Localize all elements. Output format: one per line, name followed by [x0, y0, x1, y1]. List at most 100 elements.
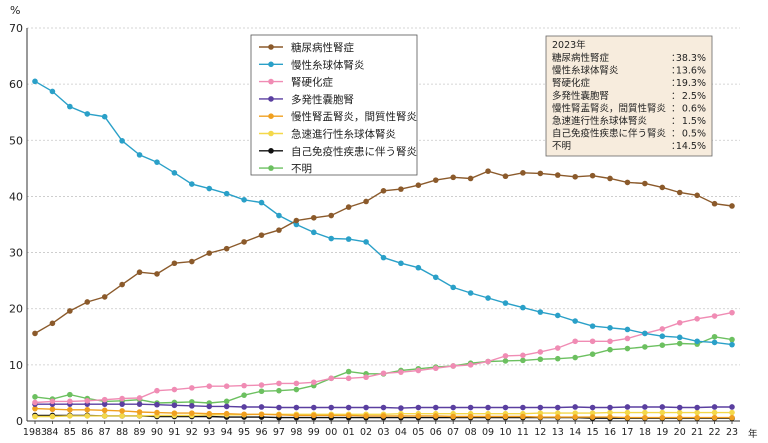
data-point — [206, 410, 213, 417]
legend-label: 腎硬化症 — [291, 76, 333, 89]
data-point — [572, 338, 578, 345]
data-point — [659, 342, 666, 349]
x-tick-label: 04 — [395, 427, 407, 438]
x-tick-label: 07 — [447, 427, 459, 438]
data-point — [450, 363, 457, 369]
data-point — [398, 186, 404, 192]
series-1 — [32, 78, 735, 348]
data-point — [206, 185, 213, 192]
data-point — [676, 189, 683, 196]
x-tick-label: 99 — [308, 427, 320, 438]
data-point — [223, 410, 230, 417]
data-point — [171, 170, 178, 176]
summary-row-label: 不明 — [552, 141, 571, 152]
x-tick-label: 02 — [360, 427, 372, 438]
data-point — [589, 172, 596, 179]
data-point — [32, 399, 38, 406]
data-point — [119, 413, 125, 419]
x-tick-label: 98 — [290, 427, 302, 438]
data-point — [363, 413, 369, 419]
data-point — [537, 309, 544, 315]
data-point — [84, 111, 91, 117]
data-point — [136, 413, 143, 419]
data-point — [328, 412, 335, 419]
legend-swatch-marker — [268, 113, 274, 119]
data-point — [589, 410, 596, 416]
data-point — [711, 404, 718, 410]
data-point — [676, 409, 683, 416]
data-point — [189, 385, 195, 391]
data-point — [293, 217, 300, 224]
data-point — [659, 326, 666, 332]
data-point — [729, 336, 735, 343]
data-point — [554, 404, 561, 411]
data-point — [380, 188, 387, 194]
data-point — [450, 404, 457, 411]
x-tick-label: 95 — [238, 427, 250, 438]
data-point — [67, 413, 73, 419]
data-point — [223, 245, 230, 252]
data-point — [729, 341, 735, 348]
data-point — [467, 362, 474, 368]
data-point — [485, 404, 491, 411]
data-point — [136, 269, 143, 276]
data-point — [363, 239, 369, 245]
data-point — [32, 405, 38, 412]
data-point — [49, 320, 56, 327]
series-line — [34, 311, 733, 404]
data-point — [154, 159, 160, 165]
data-point — [520, 413, 526, 420]
x-tick-label: 14 — [569, 427, 581, 438]
data-point — [189, 399, 195, 405]
data-point — [311, 214, 317, 221]
data-point — [589, 404, 596, 411]
data-point — [694, 404, 700, 411]
data-point — [485, 168, 491, 174]
summary-row-colon: ： — [671, 141, 681, 152]
data-point — [485, 413, 491, 420]
data-point — [502, 173, 509, 180]
data-point — [345, 375, 352, 382]
x-tick-label: 06 — [430, 427, 442, 438]
data-point — [711, 414, 718, 421]
data-point — [223, 190, 230, 197]
summary-row-label: 慢性糸球体腎炎 — [552, 65, 619, 77]
legend-swatch-marker — [268, 148, 274, 154]
x-tick-label: 90 — [151, 427, 163, 438]
data-point — [67, 103, 73, 110]
legend: 糖尿病性腎症慢性糸球体腎炎腎硬化症多発性嚢胞腎慢性腎盂腎炎，間質性腎炎急速進行性… — [250, 34, 417, 176]
data-point — [206, 383, 213, 389]
data-point — [380, 404, 387, 411]
data-point — [537, 356, 544, 363]
data-point — [67, 406, 73, 413]
x-tick-label: 08 — [465, 427, 477, 438]
legend-swatch-marker — [268, 96, 274, 102]
y-tick-label: 40 — [9, 190, 23, 203]
data-point — [694, 316, 700, 322]
data-point — [432, 365, 439, 372]
summary-row-colon: ： — [671, 116, 681, 127]
data-point — [502, 300, 509, 306]
data-point — [276, 387, 282, 394]
data-point — [729, 409, 735, 416]
data-point — [572, 404, 578, 410]
data-point — [154, 409, 160, 416]
data-point — [276, 212, 282, 219]
data-point — [380, 254, 387, 261]
summary-row-colon: ： — [671, 53, 681, 64]
data-point — [624, 326, 631, 333]
data-point — [450, 174, 457, 181]
data-point — [119, 395, 125, 402]
data-point — [711, 313, 718, 319]
data-point — [258, 199, 265, 206]
data-point — [607, 404, 613, 411]
data-point — [485, 358, 491, 365]
data-point — [101, 113, 108, 120]
data-point — [241, 392, 247, 398]
data-point — [537, 349, 544, 355]
data-point — [694, 192, 700, 199]
data-point — [241, 411, 247, 418]
x-tick-label: 96 — [255, 427, 267, 438]
data-point — [520, 170, 526, 176]
data-point — [293, 404, 300, 411]
